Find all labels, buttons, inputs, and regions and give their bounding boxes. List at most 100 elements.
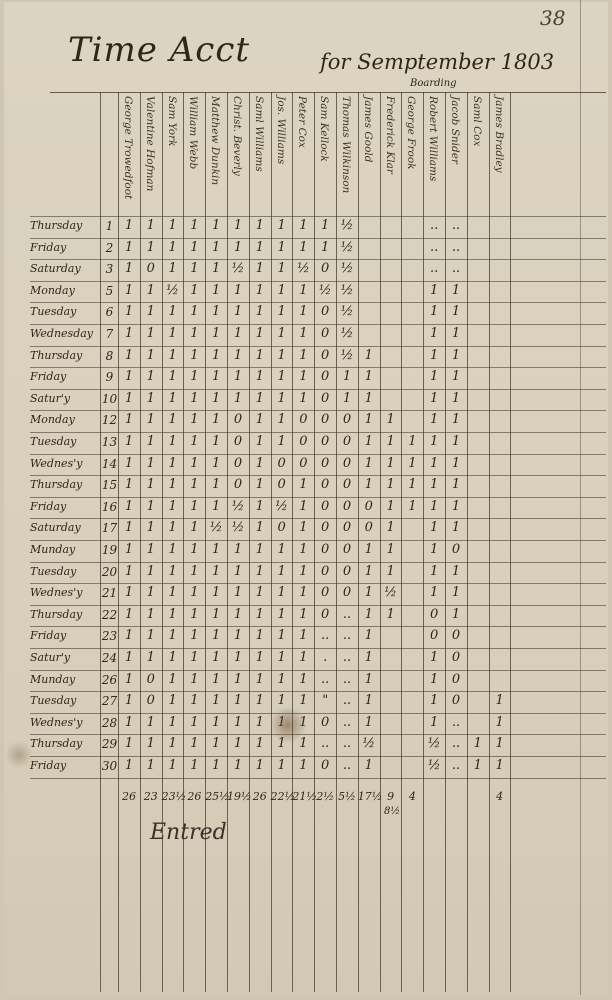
time-cell: 1 — [212, 671, 221, 687]
time-cell: 0 — [299, 434, 308, 449]
time-cell: 0 — [321, 412, 330, 428]
time-cell: 1 — [255, 671, 264, 687]
time-cell: 1 — [430, 369, 439, 385]
column-header: Frederick Klar — [380, 96, 400, 216]
time-cell: 1 — [386, 542, 395, 557]
time-cell: 1 — [255, 477, 264, 493]
time-cell: 1 — [168, 563, 177, 579]
employee-name: Matthew Dunkin — [209, 96, 222, 186]
time-cell: 1 — [233, 671, 243, 687]
time-cell: ½ — [231, 261, 245, 277]
employee-name: George Trowedfoot — [122, 96, 134, 200]
time-cell: .. — [342, 758, 352, 773]
row-rule — [30, 237, 606, 239]
time-cell: 0 — [342, 563, 352, 579]
time-cell: 1 — [277, 585, 286, 601]
time-cell: 1 — [364, 585, 373, 601]
day-label: Tuesday — [30, 305, 77, 319]
time-cell: 1 — [451, 498, 461, 514]
time-cell: 1 — [277, 261, 286, 277]
time-cell: 1 — [342, 390, 352, 406]
time-cell: 1 — [299, 282, 308, 298]
time-cell: 0 — [299, 455, 308, 471]
time-cell: 1 — [473, 736, 482, 752]
employee-name: Jos. Williams — [274, 96, 287, 165]
time-cell: .. — [451, 261, 461, 277]
time-cell: 1 — [321, 239, 330, 255]
time-cell: 1 — [430, 326, 439, 341]
time-cell: ½ — [340, 304, 354, 320]
time-cell: 1 — [277, 606, 286, 622]
time-cell: 0 — [277, 477, 286, 493]
time-cell: ½ — [275, 498, 288, 514]
column-rule — [183, 92, 185, 992]
time-cell: ½ — [297, 261, 310, 277]
time-cell: 1 — [146, 585, 155, 601]
time-cell: ½ — [340, 282, 354, 298]
time-cell: 1 — [364, 347, 373, 363]
column-rule — [227, 92, 228, 992]
time-cell: 1 — [212, 628, 221, 644]
time-cell: 0 — [451, 671, 461, 687]
row-rule — [30, 388, 606, 390]
time-cell: 0 — [342, 477, 352, 493]
time-cell: 1 — [430, 650, 439, 665]
time-cell: 1 — [124, 671, 134, 687]
row-rule — [30, 475, 606, 477]
time-cell: 1 — [451, 563, 461, 579]
time-cell: 1 — [364, 369, 373, 385]
time-cell: 1 — [124, 218, 134, 233]
time-cell: .. — [342, 628, 352, 644]
time-cell: ½ — [166, 282, 179, 298]
time-cell: 1 — [451, 520, 461, 536]
time-cell: 1 — [233, 736, 243, 752]
time-cell: .. — [451, 218, 461, 233]
time-cell: 1 — [451, 412, 461, 428]
total-cell: 26 — [122, 790, 136, 803]
column-rule — [292, 92, 294, 992]
time-cell: 1 — [233, 563, 243, 579]
time-cell: 0 — [321, 606, 330, 622]
time-cell: 1 — [299, 693, 308, 709]
employee-name: Frederick Klar — [383, 96, 396, 174]
column-header: Christ. Beverly — [227, 96, 247, 216]
time-cell: 1 — [430, 498, 439, 514]
column-rule — [580, 0, 581, 995]
time-cell: 1 — [430, 542, 439, 557]
time-cell: 0 — [233, 434, 243, 449]
time-cell: 1 — [146, 542, 155, 557]
column-rule — [314, 92, 316, 992]
time-cell: 1 — [168, 239, 177, 255]
time-cell: 1 — [212, 477, 221, 493]
time-cell: 0 — [277, 520, 286, 536]
employee-name: Peter Cox — [296, 96, 309, 148]
time-cell: 1 — [146, 736, 155, 752]
column-rule — [161, 92, 163, 992]
time-cell: 1 — [277, 563, 286, 579]
date-cell: 22 — [101, 607, 118, 622]
time-cell: 1 — [212, 650, 221, 665]
employee-name: William Webb — [187, 96, 200, 170]
time-cell: 1 — [233, 390, 243, 406]
date-cell: 26 — [101, 672, 118, 687]
date-cell: 10 — [101, 391, 118, 406]
time-cell: 1 — [364, 758, 373, 773]
row-rule — [30, 777, 606, 779]
date-cell: 3 — [105, 262, 114, 277]
time-cell: 1 — [146, 390, 155, 406]
time-cell: 1 — [299, 369, 308, 385]
time-cell: 1 — [255, 693, 264, 709]
time-cell: 1 — [190, 455, 199, 471]
employee-name: Thomas Wilkinson — [340, 96, 352, 194]
time-cell: 1 — [146, 714, 155, 730]
time-cell: 1 — [277, 304, 286, 320]
time-cell: 1 — [190, 390, 199, 406]
time-cell: .. — [451, 758, 461, 773]
time-cell: 1 — [212, 542, 221, 557]
column-header: George Trowedfoot — [118, 96, 138, 216]
time-cell: 0 — [430, 628, 439, 644]
time-cell: 0 — [451, 628, 461, 644]
time-cell: 1 — [190, 628, 199, 644]
column-header: Thomas Wilkinson — [336, 96, 356, 216]
time-cell: 1 — [408, 498, 417, 514]
